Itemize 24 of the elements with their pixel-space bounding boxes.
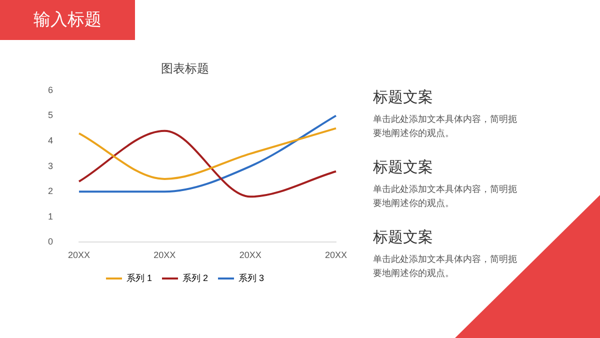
text: 单击此处添加文本具体内容，简明扼要地阐述你的观点。: [373, 114, 518, 141]
text: 标题文案: [373, 228, 434, 247]
legend-label: 系列 2: [182, 272, 208, 283]
legend-label: 系列 3: [238, 272, 264, 283]
text: 标题文案: [373, 158, 434, 177]
text: 标题文案: [373, 88, 434, 107]
chart-title: 图表标题: [161, 61, 209, 76]
y-tick-label: 3: [48, 160, 54, 171]
text: 输入标题: [0, 0, 135, 40]
x-tick-label: 20XX: [154, 250, 176, 260]
x-tick-label: 20XX: [68, 250, 90, 260]
y-tick-label: 4: [48, 135, 54, 146]
y-tick-label: 2: [48, 186, 54, 196]
line-series: [78, 127, 337, 180]
x-tick-label: 20XX: [239, 250, 262, 260]
line-series: [78, 130, 337, 198]
y-tick-label: 0: [48, 236, 54, 247]
legend-label: 系列 1: [126, 272, 152, 283]
y-tick-label: 6: [48, 84, 54, 95]
y-tick-label: 5: [48, 110, 54, 120]
y-tick-label: 1: [48, 211, 54, 222]
text: 单击此处添加文本具体内容，简明扼要地阐述你的观点。: [373, 254, 518, 281]
x-tick-label: 20XX: [324, 250, 348, 260]
text: 单击此处添加文本具体内容，简明扼要地阐述你的观点。: [373, 184, 518, 211]
